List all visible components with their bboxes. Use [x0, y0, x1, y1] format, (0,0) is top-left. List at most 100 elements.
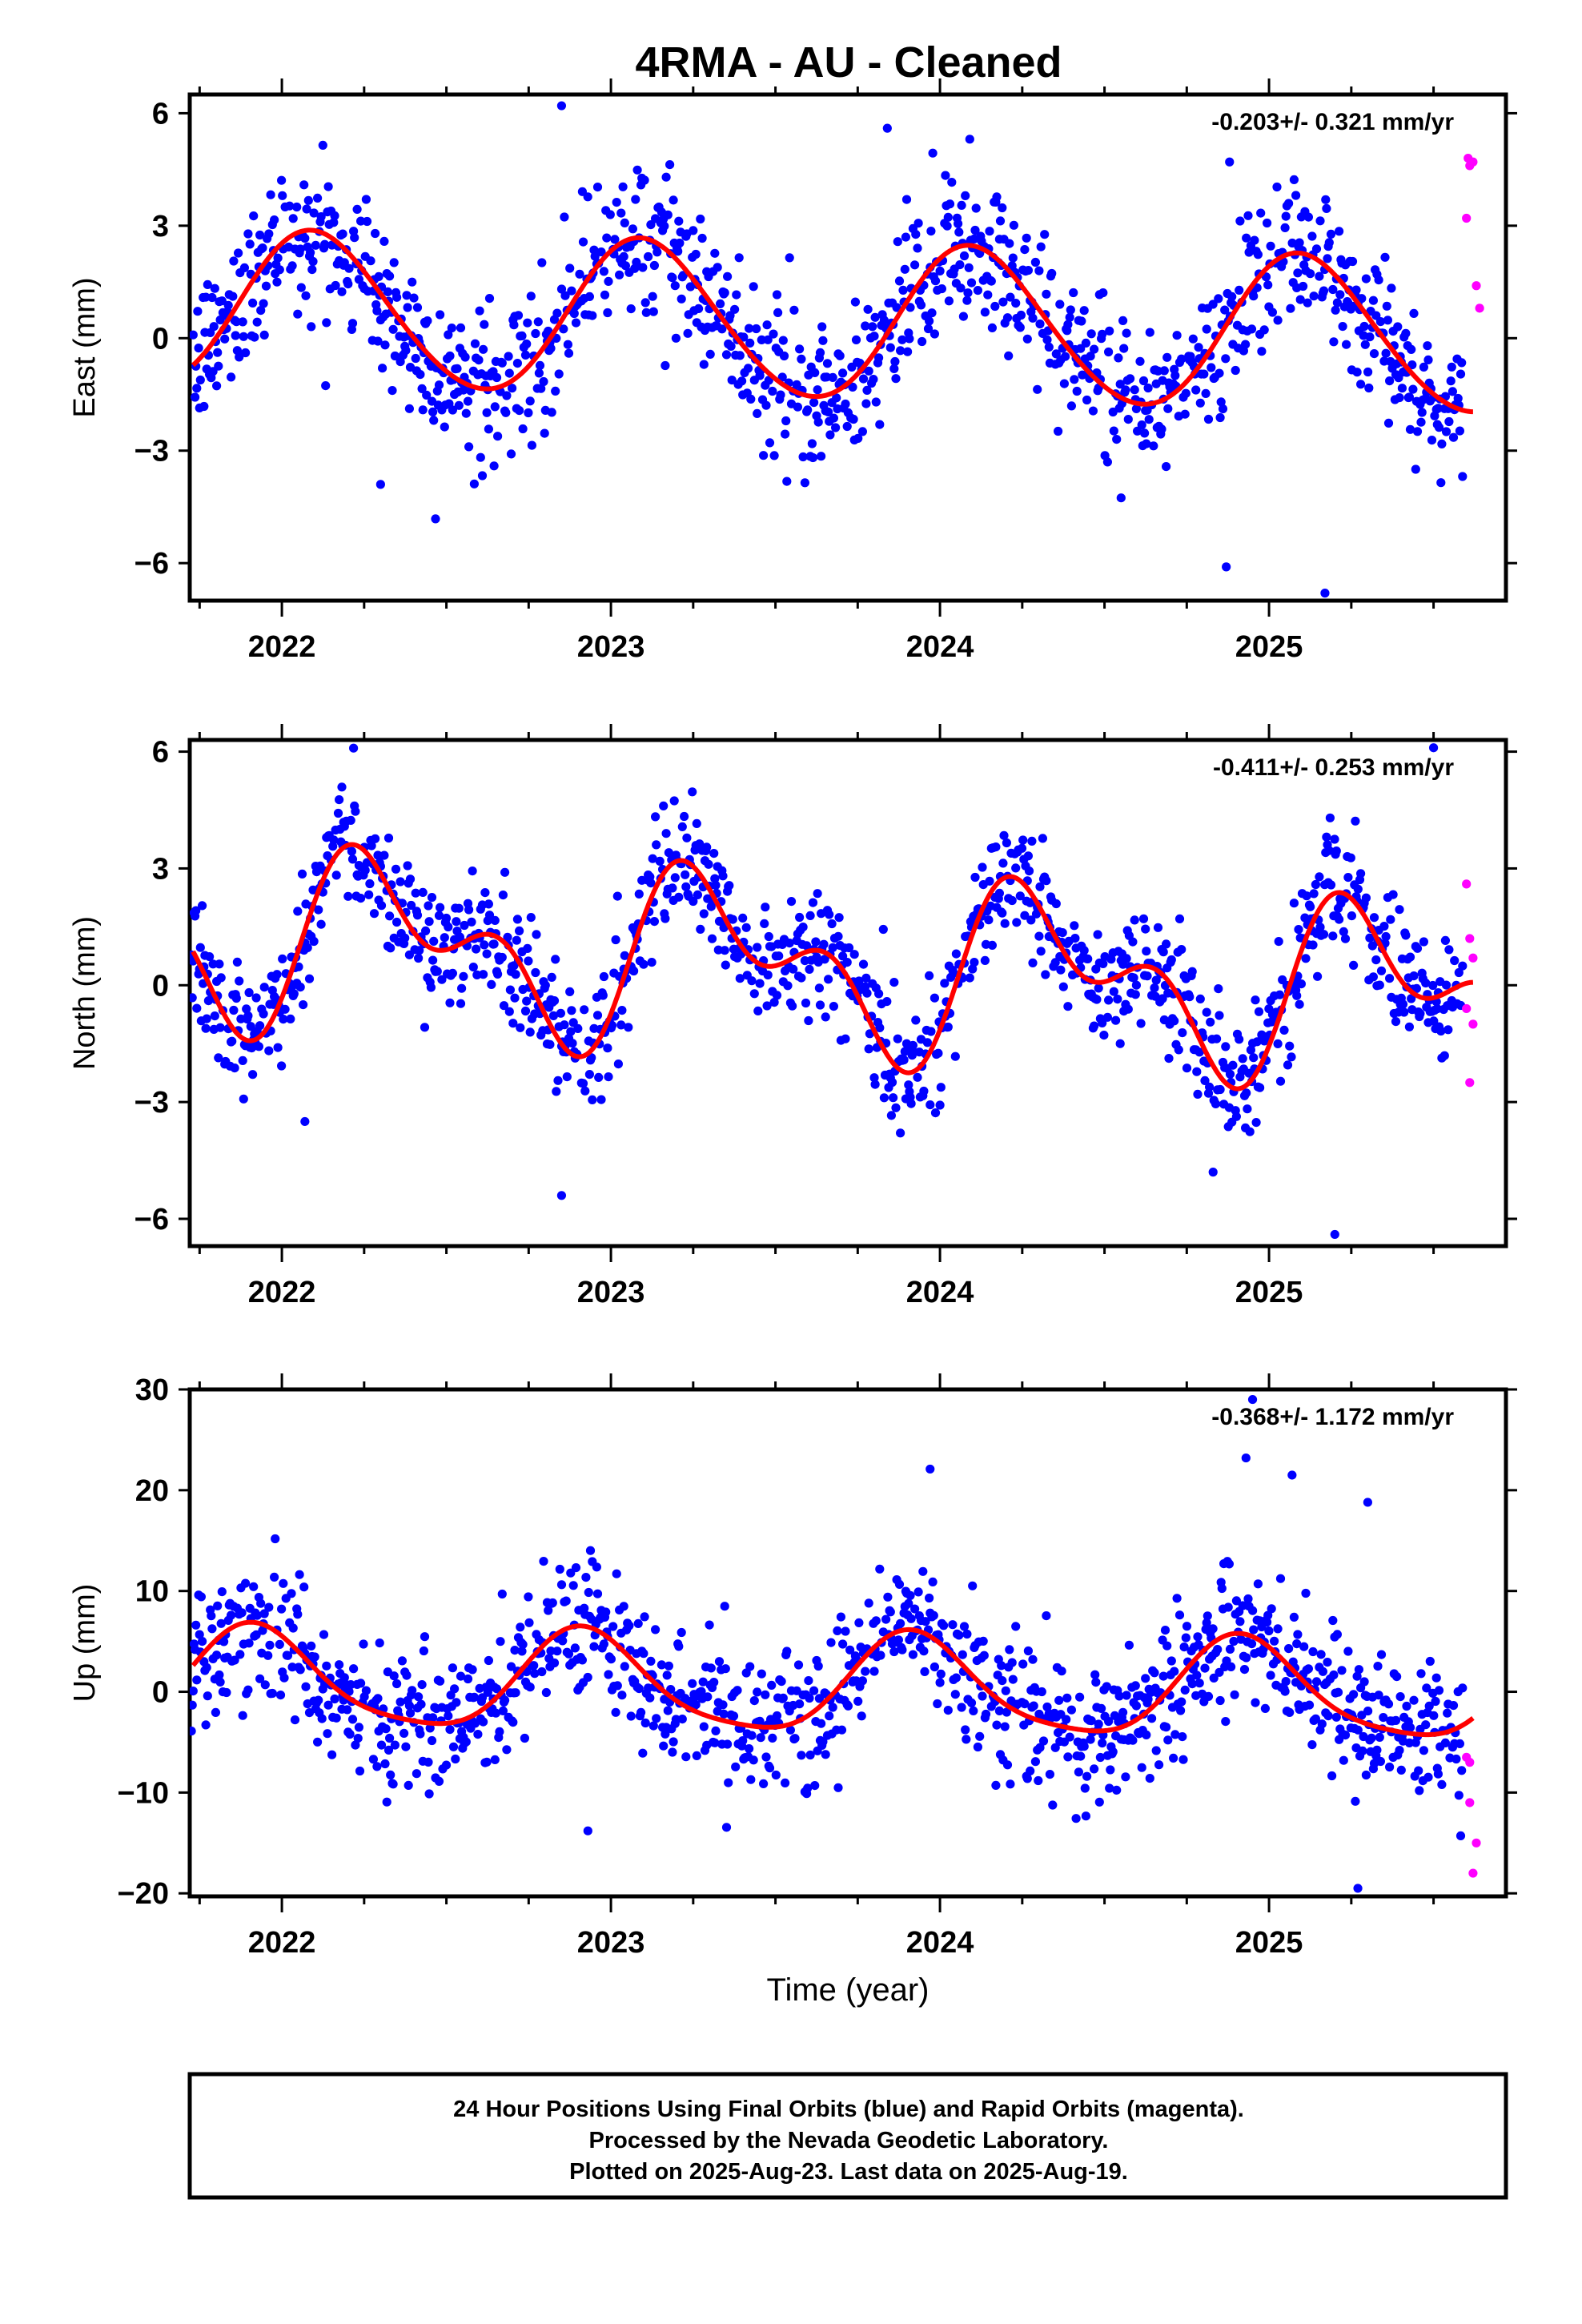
- north-data-point: [454, 903, 464, 913]
- north-data-point: [711, 880, 721, 890]
- north-data-point: [808, 898, 818, 907]
- east-data-point: [853, 433, 863, 444]
- north-data-point: [849, 950, 859, 959]
- north-data-point: [1235, 1035, 1244, 1044]
- east-data-point: [831, 423, 841, 432]
- east-data-point: [1042, 289, 1051, 299]
- north-data-point: [1275, 990, 1284, 999]
- up-data-point: [482, 1757, 492, 1767]
- east-ytick-label: 0: [152, 322, 169, 356]
- north-data-point: [365, 879, 375, 889]
- east-rapid-orbit-point: [1475, 304, 1484, 313]
- east-data-point: [928, 148, 938, 158]
- east-data-point: [1059, 379, 1069, 388]
- up-data-point: [345, 1729, 355, 1739]
- east-data-point: [1247, 324, 1257, 334]
- north-data-point: [1335, 915, 1344, 924]
- east-data-point: [813, 385, 822, 395]
- up-data-point: [498, 1706, 508, 1715]
- north-data-point: [1142, 947, 1151, 956]
- north-outlier-point: [556, 1191, 567, 1200]
- east-data-point: [905, 334, 914, 344]
- north-data-point: [255, 1021, 265, 1031]
- up-data-point: [1223, 1602, 1233, 1612]
- east-data-point: [665, 160, 675, 170]
- north-data-point: [1450, 955, 1460, 966]
- north-data-point: [738, 913, 748, 923]
- east-data-point: [815, 348, 825, 357]
- north-data-point: [437, 975, 447, 984]
- north-data-point: [1182, 1063, 1192, 1073]
- up-data-point: [706, 1663, 716, 1673]
- up-data-point: [833, 1626, 842, 1635]
- north-data-point: [998, 908, 1007, 918]
- north-data-point: [1012, 918, 1022, 927]
- north-data-point: [1283, 1060, 1293, 1070]
- up-data-point: [1419, 1746, 1428, 1755]
- up-data-point: [1343, 1647, 1353, 1656]
- east-xtick-label: 2022: [248, 630, 316, 664]
- north-data-point: [1123, 1004, 1133, 1014]
- north-data-point: [834, 913, 844, 923]
- east-data-point: [482, 408, 492, 417]
- east-data-point: [776, 390, 785, 400]
- up-data-point: [959, 1622, 970, 1631]
- up-data-point: [1203, 1691, 1214, 1701]
- east-data-point: [772, 290, 782, 300]
- up-data-point: [1402, 1701, 1411, 1711]
- north-data-point: [1098, 959, 1108, 968]
- east-data-point: [313, 193, 323, 203]
- east-data-point: [1357, 294, 1367, 304]
- east-data-point: [1015, 323, 1025, 332]
- up-data-point: [1301, 1588, 1311, 1598]
- east-data-point: [798, 452, 808, 462]
- up-data-point: [1102, 1682, 1111, 1691]
- up-data-point: [1098, 1739, 1107, 1748]
- north-data-point: [467, 917, 476, 927]
- up-data-point: [1215, 1695, 1225, 1706]
- north-data-point: [493, 969, 503, 979]
- north-data-point: [400, 933, 410, 943]
- north-data-point: [598, 991, 608, 1000]
- north-data-point: [278, 954, 287, 963]
- up-data-point: [222, 1687, 231, 1698]
- east-data-point: [793, 402, 803, 412]
- up-data-point: [260, 1680, 270, 1690]
- north-data-point: [337, 782, 347, 792]
- up-data-point: [962, 1629, 972, 1639]
- up-data-point: [674, 1642, 684, 1651]
- up-data-point: [997, 1661, 1006, 1671]
- east-data-point: [870, 312, 880, 322]
- north-data-point: [216, 973, 226, 983]
- up-data-point: [585, 1546, 596, 1555]
- north-data-point: [692, 818, 701, 828]
- east-outlier-point: [882, 123, 892, 133]
- north-data-point: [1104, 995, 1114, 1005]
- east-data-point: [628, 224, 638, 234]
- up-data-point: [491, 1708, 501, 1718]
- east-data-point: [295, 244, 305, 254]
- up-data-point: [792, 1686, 801, 1695]
- up-data-point: [448, 1663, 458, 1673]
- up-data-point: [190, 1687, 198, 1696]
- east-data-point: [721, 350, 732, 360]
- north-data-point: [277, 1061, 287, 1071]
- north-data-point: [925, 971, 934, 980]
- east-data-point: [1423, 355, 1433, 364]
- east-outlier-point: [556, 101, 567, 111]
- east-data-point: [1315, 216, 1325, 226]
- north-data-point: [215, 1023, 225, 1032]
- up-data-point: [699, 1722, 709, 1731]
- up-data-point: [448, 1742, 459, 1751]
- east-data-point: [1030, 257, 1040, 267]
- up-data-point: [1358, 1746, 1367, 1755]
- east-data-point: [779, 351, 789, 361]
- up-data-point: [1281, 1677, 1291, 1687]
- up-data-point: [416, 1699, 426, 1709]
- east-data-point: [913, 243, 922, 253]
- east-model-fit-line: [191, 227, 1474, 415]
- north-data-point: [293, 907, 303, 916]
- up-data-point: [217, 1587, 227, 1597]
- north-data-point: [531, 967, 540, 978]
- up-data-point: [581, 1573, 591, 1582]
